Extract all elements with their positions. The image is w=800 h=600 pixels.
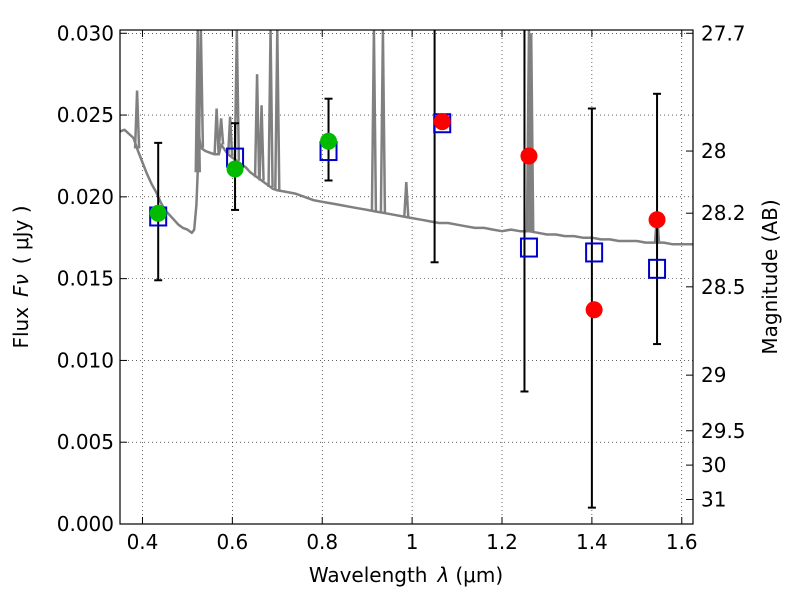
plot-area [120,30,693,509]
emission-line [253,74,261,178]
y2-tick-label: 28 [701,139,726,163]
model-flux-square [648,258,667,279]
x-axis-ticks: 0.4 0.6 0.8 1 1.2 1.4 1.6 [127,30,698,554]
y2-tick-label: 30 [701,453,726,477]
y2-tick-label: 31 [701,487,726,511]
emission-line [258,105,265,181]
emission-line [133,90,141,149]
red-data-point [520,147,538,165]
emission-line [274,30,281,191]
emission-line [217,118,225,145]
emission-line [527,33,535,232]
x-tick-label: 1 [406,530,419,554]
x-tick-label: 1.4 [576,530,608,554]
red-data-point [585,301,603,319]
model-flux-square [585,242,604,263]
y2-tick-label: 29 [701,363,726,387]
y-tick-label: 0.020 [57,185,114,209]
x-tick-label: 0.6 [216,530,248,554]
y-tick-label: 0.005 [57,430,114,454]
y-tick-label: 0.015 [57,267,114,291]
x-tick-label: 1.2 [486,530,518,554]
emission-line [370,30,378,212]
y-axis-label: FluxFν( μJy ) [9,205,33,348]
emission-line [226,116,234,157]
red-data-point [433,113,451,131]
spectrum-layer [120,30,693,246]
x-axis-label: Wavelength λ (μm) [309,563,503,587]
emission-line [233,30,241,161]
spectrum-line [120,121,693,246]
x-tick-label: 1.6 [666,530,698,554]
green-data-point [149,204,167,222]
x-tick-label: 0.8 [306,530,338,554]
y2-tick-label: 28.5 [701,275,746,299]
emission-line [197,30,205,148]
x-tick-label: 0.4 [127,530,159,554]
emission-line [267,30,274,188]
y2-axis-label: Magnitude (AB) [758,199,782,354]
marker-layer [149,113,667,319]
model-flux-square [519,237,538,258]
y2-tick-label: 28.2 [701,201,746,225]
y-tick-label: 0.000 [57,512,114,536]
plot-frame [119,29,694,525]
y2-tick-label: 29.5 [701,419,746,443]
emission-line [379,30,387,213]
green-data-point [320,132,338,150]
y2-tick-label: 27.7 [701,21,746,45]
emission-line [213,108,220,155]
red-data-point [648,211,666,229]
y-tick-label: 0.010 [57,348,114,372]
y-tick-label: 0.025 [57,103,114,127]
green-data-point [226,160,244,178]
y-tick-label: 0.030 [57,21,114,45]
y2-axis-ticks: 27.7 28 28.2 28.5 29 29.5 30 31 [686,21,746,511]
y-axis-ticks: 0.000 0.005 0.010 0.015 0.020 0.025 0.030 [57,21,127,536]
emission-line [403,182,410,218]
